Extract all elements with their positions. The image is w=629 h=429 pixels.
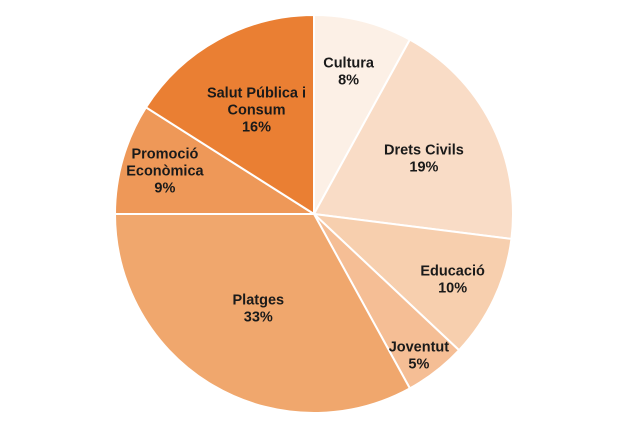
slice-label: Platges 33% bbox=[233, 293, 285, 326]
slice-label: Educació 10% bbox=[420, 264, 485, 297]
pie-labels: Cultura 8% Drets Civils 19% Educació 10% Joven… bbox=[126, 56, 485, 373]
slice-category: Salut Pública i bbox=[207, 85, 306, 101]
slice-percent: 9% bbox=[154, 181, 175, 197]
slice-category: Drets Civils bbox=[384, 143, 464, 159]
slice-label: Drets Civils 19% bbox=[384, 143, 464, 176]
slice-percent: 8% bbox=[338, 73, 359, 89]
slice-percent: 16% bbox=[242, 119, 271, 135]
pie-slice bbox=[113, 105, 318, 215]
slice-percent: 10% bbox=[438, 281, 467, 297]
slice-category: Cultura bbox=[323, 56, 375, 72]
pie-slice bbox=[144, 13, 315, 216]
pie-slice bbox=[113, 213, 412, 414]
slice-category: Educació bbox=[420, 264, 485, 280]
slice-category: Joventut bbox=[389, 340, 450, 356]
pie-slice bbox=[313, 13, 412, 215]
slice-label: Joventut 5% bbox=[389, 340, 450, 373]
slice-label: Cultura 8% bbox=[323, 56, 375, 89]
pie-slice bbox=[312, 38, 514, 241]
pie-slice bbox=[311, 212, 513, 352]
slice-category: Platges bbox=[233, 293, 285, 309]
slice-label: Salut Pública i Consum 16% bbox=[207, 85, 306, 135]
slice-percent: 5% bbox=[408, 357, 429, 373]
pie-slices bbox=[113, 13, 514, 414]
slice-category: Econòmica bbox=[126, 164, 204, 180]
slice-percent: 19% bbox=[409, 160, 438, 176]
slice-category: Promoció bbox=[131, 147, 198, 163]
slice-category: Consum bbox=[228, 102, 286, 118]
slice-percent: 33% bbox=[244, 310, 273, 326]
slice-label: Promoció Econòmica 9% bbox=[126, 147, 204, 197]
